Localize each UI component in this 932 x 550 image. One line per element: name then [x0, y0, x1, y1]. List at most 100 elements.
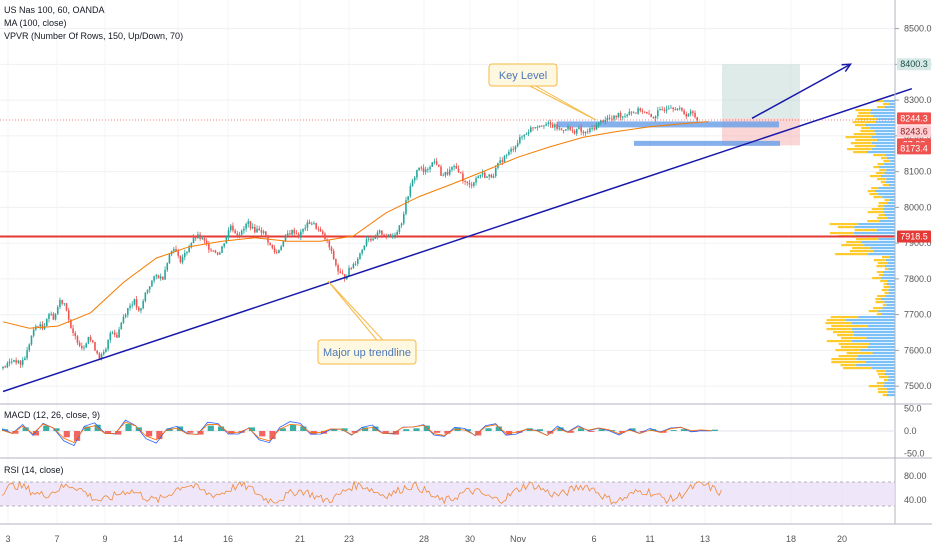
trendline-layer[interactable]: [2, 63, 913, 393]
macd-histogram-bar: [22, 427, 29, 431]
macd-histogram-bar: [63, 431, 70, 438]
candle-body: [205, 240, 208, 244]
candle-body: [168, 254, 171, 264]
candle-body: [628, 111, 631, 115]
candle-body: [164, 269, 166, 280]
volume-profile-bar-up: [854, 226, 895, 229]
trade-zones: [722, 64, 800, 146]
volume-profile-bar-down: [868, 385, 884, 388]
macd-histogram-bar: [43, 425, 50, 431]
candle-body: [508, 151, 510, 155]
candle-body: [490, 174, 493, 178]
key-level-band[interactable]: [557, 121, 779, 128]
symbol-title[interactable]: US Nas 100, 60, OANDA: [4, 5, 105, 15]
rsi-tick-label: 40.00: [904, 495, 927, 505]
candle-body: [26, 350, 28, 359]
volume-profile-bar-down: [882, 103, 890, 106]
volume-profile-bar-down: [876, 370, 886, 373]
candle-body: [534, 127, 536, 129]
candle-body: [249, 221, 252, 229]
volume-profile-bar-up: [883, 208, 895, 211]
macd-histogram-bar: [464, 429, 472, 431]
candle-body: [416, 170, 418, 178]
volume-profile-bar-down: [882, 394, 887, 397]
second-price-tag-bg: [897, 125, 931, 138]
volume-profile-bar-up: [884, 211, 895, 214]
ma-indicator-label[interactable]: MA (100, close): [4, 18, 67, 28]
volume-profile-bar-up: [885, 259, 895, 262]
candle-body: [624, 115, 626, 117]
macd-histogram-bar: [300, 426, 307, 431]
candle-body: [135, 299, 138, 308]
volume-profile-bar-down: [855, 109, 871, 112]
volume-profile-bar-up: [866, 337, 895, 340]
candle-body: [676, 108, 679, 111]
volume-profile-bar-down: [884, 199, 890, 202]
candle-body: [297, 233, 300, 238]
candle-body: [122, 316, 125, 323]
candle-body: [146, 289, 149, 293]
candle-body: [183, 253, 186, 258]
candle-body: [551, 124, 554, 128]
candle-body: [462, 173, 464, 182]
candle-body: [197, 234, 199, 238]
volume-profile-bar-down: [876, 271, 884, 274]
volume-profile-bar-up: [867, 151, 895, 154]
candle-body: [216, 252, 219, 255]
volume-profile-bar-up: [875, 121, 895, 124]
volume-profile-bar-up: [858, 223, 895, 226]
candle-body: [646, 111, 648, 114]
volume-profile-bar-down: [873, 196, 883, 199]
candle-body: [76, 336, 79, 343]
candle-body: [595, 124, 598, 130]
candle-body: [280, 246, 282, 250]
volume-profile-bar-down: [840, 346, 868, 349]
candle-body: [219, 252, 221, 255]
candle-body: [398, 225, 401, 232]
candle-body: [442, 175, 444, 177]
volume-profile-bar-down: [877, 163, 884, 166]
projection-arrow[interactable]: [751, 63, 851, 119]
volume-profile-bar-up: [873, 115, 895, 118]
rsi-indicator-label[interactable]: RSI (14, close): [4, 465, 64, 475]
time-tick-label: 13: [700, 534, 710, 544]
candle-body: [107, 340, 109, 350]
volume-profile-bar-down: [841, 244, 865, 247]
key-level-band[interactable]: [634, 140, 780, 146]
candle-body: [227, 230, 230, 238]
volume-profile-bar-down: [852, 247, 871, 250]
volume-profile-bar-up: [875, 190, 895, 193]
price-axis[interactable]: 7500.0 7600.0 7700.0 7800.0 7900.0 8000.0 8100…: [895, 24, 932, 392]
candle-body: [13, 360, 15, 362]
time-axis[interactable]: 3 7 9 14 16 21 23 28 30 Nov 6 11 13 18 20: [5, 534, 847, 544]
candle-body: [385, 235, 388, 237]
candle-body: [488, 174, 490, 177]
macd-histogram-bar: [218, 426, 225, 431]
candle-body: [275, 251, 278, 253]
projection-arrowhead: [841, 63, 853, 73]
macd-histogram-bar: [362, 427, 369, 431]
volume-profile-bar-up: [883, 274, 895, 277]
volume-profile-bar-down: [883, 286, 891, 289]
candle-body: [91, 340, 94, 343]
vpvr-indicator-label[interactable]: VPVR (Number Of Rows, 150, Up/Down, 70): [4, 31, 184, 41]
macd-indicator-label[interactable]: MACD (12, 26, close, 9): [4, 410, 101, 420]
candle-body: [56, 307, 59, 315]
volume-profile-bar-down: [876, 382, 885, 385]
volume-profile-bar-up: [845, 319, 895, 322]
major-trendline[interactable]: [2, 87, 913, 393]
candle-body: [674, 109, 677, 111]
key-level-lines: [0, 119, 895, 238]
volume-profile-bar-up: [884, 106, 895, 109]
volume-profile-bar-down: [869, 193, 879, 196]
candle-body: [440, 166, 442, 176]
candle-body: [153, 276, 155, 281]
macd-histogram-bar: [650, 429, 657, 431]
red-level-tag-bg: [897, 230, 931, 243]
volume-profile-bar-up: [887, 157, 895, 160]
volume-profile-bar-down: [832, 331, 854, 334]
volume-profile-bar-up: [886, 178, 895, 181]
candle-body: [124, 314, 127, 317]
